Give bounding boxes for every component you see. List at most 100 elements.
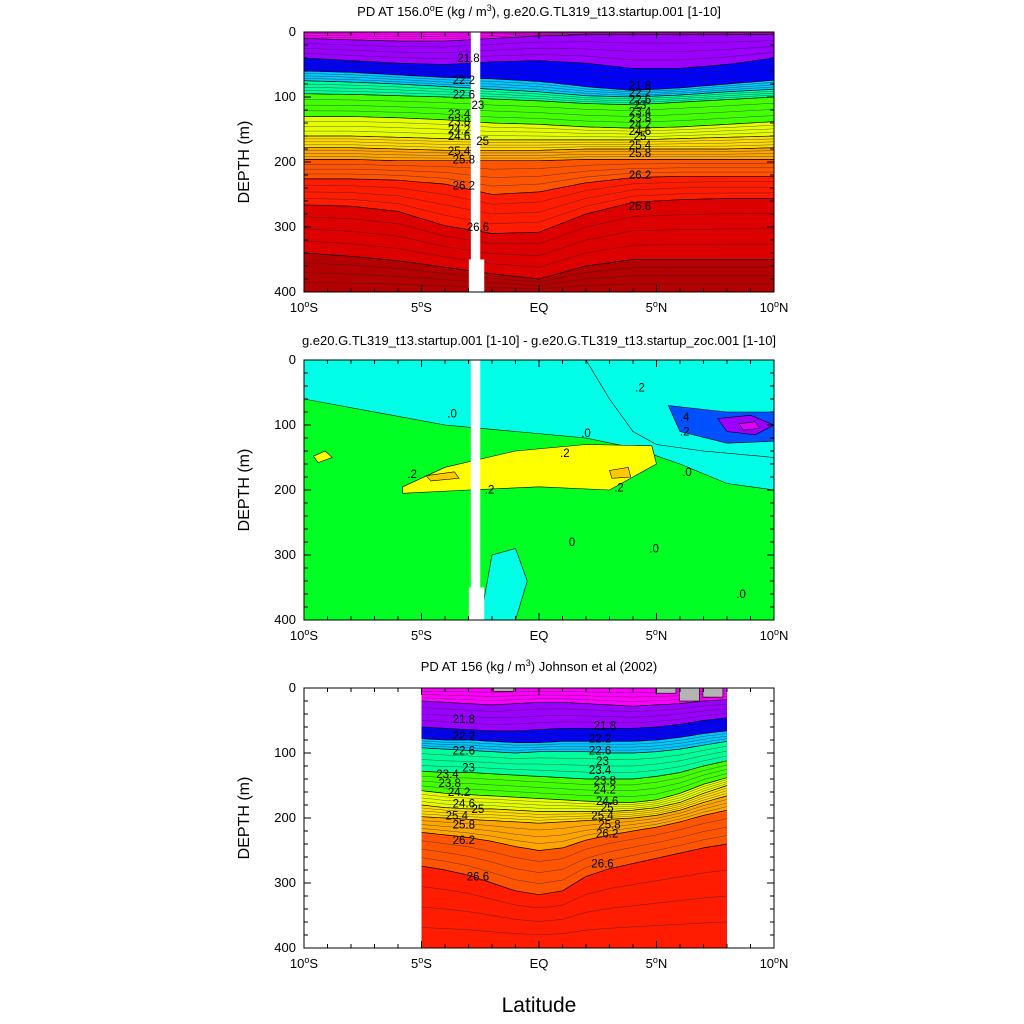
contour-label: 23 — [472, 100, 485, 112]
y-tick-label: 100 — [274, 745, 296, 760]
x-tick-label: 10oN — [760, 299, 789, 315]
contour-label: 22.6 — [589, 745, 611, 757]
contour-line — [421, 735, 728, 749]
density-layer-fill — [421, 730, 727, 753]
density-layer-fill — [421, 688, 727, 707]
contour-line — [421, 704, 728, 712]
contour-label: 26.6 — [629, 201, 651, 213]
contour-label: 25 — [476, 136, 489, 148]
contour-label: 23 — [634, 100, 647, 112]
contour-line — [304, 64, 774, 80]
density-layer-fill — [304, 80, 774, 105]
panel-3-ylabel: DEPTH (m) — [236, 777, 253, 860]
density-layer-fill — [421, 741, 727, 779]
contour-line — [421, 733, 728, 746]
contour-line — [304, 93, 774, 106]
panel-3-contour-labels: 21.822.222.62323.423.824.224.62525.425.8… — [436, 714, 620, 883]
contour-line — [421, 745, 728, 760]
density-layer-fill — [304, 58, 774, 91]
contour-line — [421, 781, 728, 808]
contour-line — [421, 895, 728, 922]
contour-label: 21.8 — [594, 721, 616, 733]
contour-label: 25.8 — [598, 820, 620, 832]
contour-label: 26.6 — [467, 872, 489, 884]
contour-label: .0 — [581, 428, 591, 440]
contour-label: 25.4 — [591, 810, 614, 822]
y-tick-label: 100 — [274, 89, 296, 104]
missing-data-band-base — [468, 587, 485, 620]
contour-line — [304, 198, 774, 234]
contour-label: 25 — [634, 131, 647, 143]
contour-label: .0 — [447, 408, 457, 420]
contour-line — [304, 57, 774, 69]
contour-label: 23.4 — [629, 106, 652, 118]
contour-label: 26.2 — [629, 170, 651, 182]
contour-line — [304, 73, 774, 93]
contour-line — [304, 40, 774, 48]
panel-johnson-observations: PD AT 156 (kg / m3) Johnson et al (2002)… — [236, 658, 788, 971]
contour-label: 26.2 — [596, 829, 618, 841]
density-layer-fill — [304, 253, 774, 292]
contour-label: 26.6 — [591, 859, 613, 871]
missing-data-band — [470, 360, 481, 620]
difference-region-yellow-spot-left — [312, 450, 333, 464]
contour-label: 24.6 — [448, 131, 470, 143]
contour-line — [304, 159, 774, 162]
contour-line — [304, 104, 774, 117]
contour-line — [304, 171, 774, 187]
contour-line — [421, 720, 728, 735]
panel-3-contour-fills — [421, 688, 727, 948]
panel-1-contour-lines — [304, 32, 774, 292]
contour-line — [421, 921, 728, 935]
contour-label: 22.6 — [453, 745, 475, 757]
x-tick-label: 5oS — [411, 627, 432, 643]
contour-line — [421, 773, 728, 797]
contour-label: .0 — [649, 544, 659, 556]
contour-label: 26.2 — [453, 835, 475, 847]
contour-label: 22.6 — [629, 95, 651, 107]
panel-2-contour-fills — [304, 360, 774, 620]
contour-label: 24.6 — [453, 799, 475, 811]
contour-label: 25.4 — [448, 146, 471, 158]
y-tick-label: 400 — [274, 940, 296, 955]
contour-label: 23.4 — [436, 769, 459, 781]
contour-line — [421, 843, 728, 896]
contour-label: .0 — [736, 589, 746, 601]
density-layer-fill — [421, 844, 727, 948]
y-tick-label: 300 — [274, 875, 296, 890]
panel-difference: g.e20.G.TL319_t13.startup.001 [1-10] - g… — [236, 333, 788, 643]
difference-max-spot — [425, 471, 460, 482]
contour-line — [304, 187, 774, 215]
panel-2-title: g.e20.G.TL319_t13.startup.001 [1-10] - g… — [302, 333, 776, 348]
contour-line — [304, 46, 774, 54]
x-tick-label: 10oN — [760, 627, 789, 643]
contour-line — [421, 750, 728, 767]
contour-line — [304, 78, 774, 96]
contour-line — [304, 141, 774, 146]
contour-line — [304, 99, 774, 111]
panel-2-ylabel: DEPTH (m) — [236, 449, 253, 532]
contour-label: 26.6 — [467, 222, 489, 234]
contour-line — [304, 80, 774, 98]
panel-1-contour-fills — [304, 32, 774, 292]
contour-line — [421, 793, 728, 821]
contour-label: 24.6 — [596, 796, 618, 808]
contour-label: 22.2 — [453, 75, 475, 87]
contour-label: 0 — [569, 537, 575, 549]
y-tick-label: 200 — [274, 154, 296, 169]
contour-line — [421, 779, 728, 805]
panel-2-contour-labels: .0 .0 .2 .4 .2 .2 .2 .2 .2 .0 0 .0 .0 — [407, 382, 746, 601]
contour-label: 22.6 — [453, 89, 475, 101]
difference-region-positive-zero-to-0.2 — [304, 398, 774, 620]
contour-line — [421, 717, 728, 732]
contour-label: 23.8 — [439, 778, 461, 790]
y-tick-label: 400 — [274, 284, 296, 299]
contour-label: .2 — [614, 482, 624, 494]
contour-line — [421, 727, 728, 740]
contour-line — [421, 809, 728, 851]
contour-line — [421, 795, 728, 824]
contour-label: 23.4 — [448, 109, 471, 121]
contour-line — [304, 87, 774, 102]
contour-line — [304, 110, 774, 123]
